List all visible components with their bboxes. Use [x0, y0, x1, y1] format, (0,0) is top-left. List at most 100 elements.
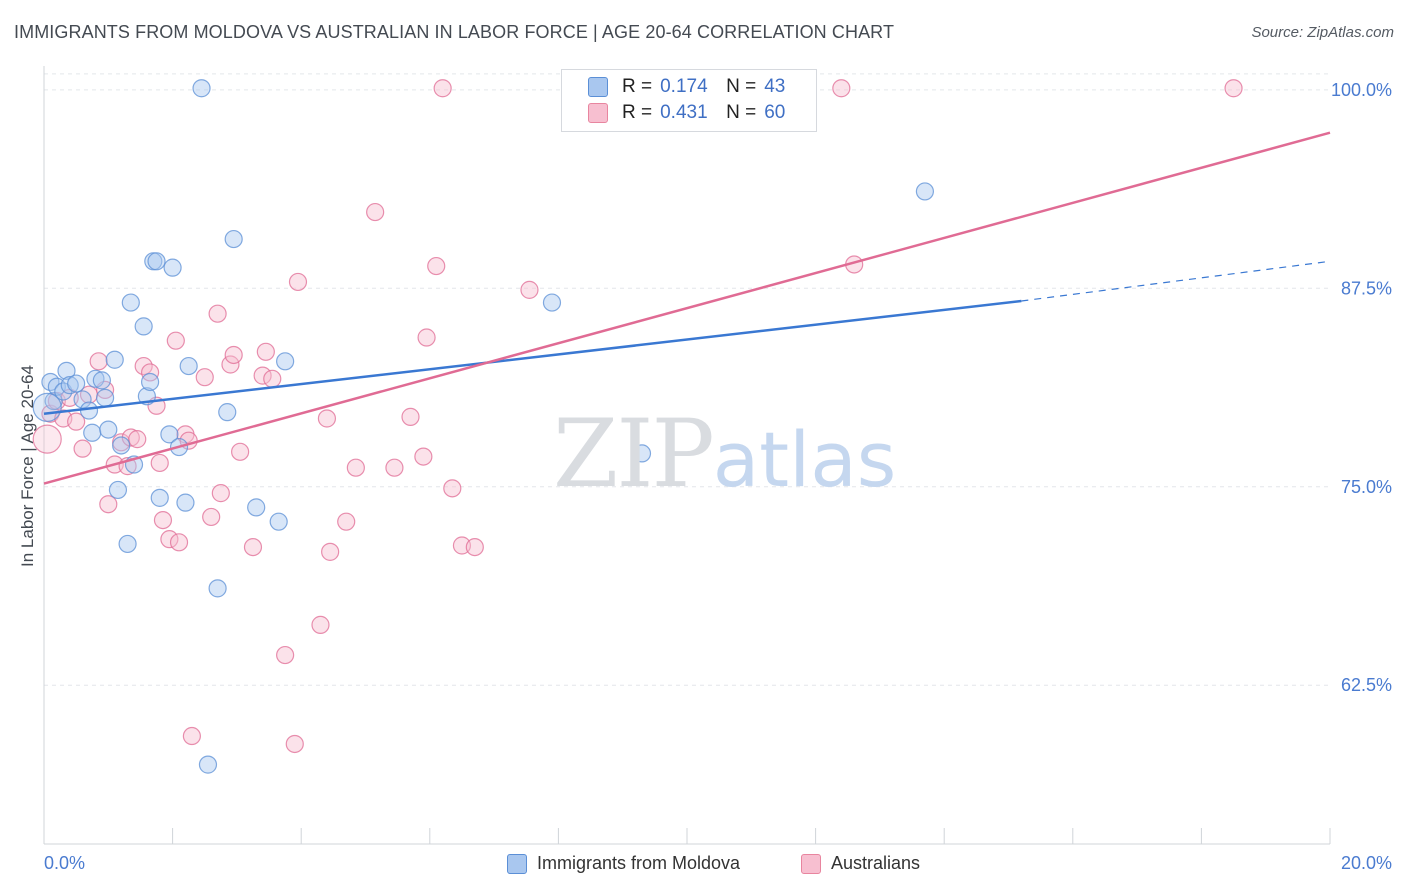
data-point: [401, 407, 420, 426]
data-point: [311, 615, 330, 634]
data-point: [202, 507, 221, 527]
data-point: [176, 493, 195, 512]
tick-labels: 62.5% 75.0% 87.5% 100.0% 0.0% 20.0%: [44, 80, 1392, 873]
data-point: [73, 390, 92, 409]
x-tick-label: 0.0%: [44, 853, 85, 873]
legend-n-value: 60: [764, 102, 786, 123]
data-point: [99, 420, 118, 439]
data-point: [83, 423, 102, 442]
legend-r-value: 0.174: [660, 76, 708, 97]
data-point: [44, 391, 63, 411]
bottom-legend-moldova: Immigrants from Moldova: [507, 853, 740, 874]
data-point: [247, 498, 266, 517]
legend-n-label: N =: [726, 102, 757, 123]
data-point: [112, 436, 131, 455]
data-point: [321, 542, 340, 561]
data-point: [160, 425, 179, 444]
data-point: [95, 388, 115, 407]
data-point: [134, 317, 153, 336]
bottom-legend-label-moldova: Immigrants from Moldova: [537, 853, 741, 873]
data-point: [57, 361, 76, 380]
grid-lines: [44, 73, 1330, 686]
data-point: [263, 369, 282, 388]
data-point: [443, 479, 462, 498]
data-point: [105, 350, 124, 369]
legend-swatch-moldova: [588, 77, 608, 97]
legend-swatch-australians: [588, 103, 608, 123]
data-point: [163, 258, 182, 277]
trend-line-moldova: [43, 299, 1022, 415]
data-point: [128, 430, 147, 449]
data-point: [218, 403, 237, 422]
data-point: [253, 366, 272, 385]
series-australians: [32, 79, 1243, 754]
data-point: [915, 182, 935, 201]
data-point: [243, 537, 263, 557]
watermark: ZIPatlas: [553, 400, 896, 509]
data-point: [198, 755, 218, 774]
data-point: [417, 328, 436, 347]
x-tick-label: 20.0%: [1341, 853, 1392, 873]
y-tick-label: 75.0%: [1341, 477, 1392, 497]
legend-r-label: R =: [622, 76, 653, 97]
legend-n-value: 43: [764, 76, 786, 97]
data-point: [337, 512, 356, 531]
data-point: [32, 424, 62, 454]
data-point: [208, 579, 227, 598]
data-point: [140, 363, 160, 382]
watermark-atlas: atlas: [712, 415, 897, 504]
data-point: [542, 293, 562, 312]
data-point: [195, 368, 214, 387]
data-point: [32, 392, 62, 422]
data-point: [67, 412, 86, 431]
data-point: [73, 439, 92, 458]
data-point: [832, 79, 851, 98]
data-point: [211, 484, 230, 503]
data-point: [208, 304, 227, 323]
legend-n-label: N =: [726, 76, 757, 97]
data-point: [92, 371, 111, 390]
data-point: [60, 376, 79, 395]
data-point: [147, 252, 166, 271]
data-point: [256, 342, 275, 361]
bottom-legend-australians: Australians: [801, 853, 920, 874]
y-tick-label: 62.5%: [1341, 675, 1392, 695]
data-point: [285, 734, 304, 754]
data-point: [89, 352, 108, 371]
data-point: [67, 374, 86, 393]
legend-r-label: R =: [622, 102, 653, 123]
data-point: [224, 345, 243, 365]
data-point: [221, 355, 240, 374]
trend-lines: [43, 131, 1331, 485]
data-point: [520, 280, 539, 299]
data-point: [427, 256, 446, 276]
bottom-legend-swatch-australians: [801, 853, 821, 874]
data-point: [414, 447, 433, 466]
trend-line-australians: [43, 131, 1331, 485]
data-point: [118, 534, 137, 554]
source-credit: Source: ZipAtlas.com: [1251, 24, 1394, 41]
chart-title: IMMIGRANTS FROM MOLDOVA VS AUSTRALIAN IN…: [14, 22, 895, 42]
bottom-legend-label-australians: Australians: [831, 853, 921, 873]
legend-row-moldova: R = 0.174 N = 43: [588, 75, 785, 99]
data-point: [150, 453, 169, 473]
data-point: [150, 488, 169, 507]
data-point: [288, 272, 308, 292]
y-axis-label: In Labor Force | Age 20-64: [18, 365, 37, 567]
data-point: [276, 352, 295, 371]
data-point: [632, 444, 652, 463]
correlation-legend: R = 0.174 N = 43 R = 0.431 N = 60: [561, 69, 817, 132]
data-point: [166, 331, 185, 350]
data-point: [317, 409, 337, 428]
data-point: [465, 537, 484, 557]
data-point: [385, 458, 404, 477]
data-point: [140, 372, 160, 392]
watermark-zip: ZIP: [553, 400, 715, 509]
data-point: [108, 480, 128, 500]
data-point: [153, 510, 173, 530]
data-point: [346, 458, 365, 477]
data-point: [99, 495, 118, 514]
data-point: [276, 645, 295, 665]
data-point: [169, 533, 189, 552]
